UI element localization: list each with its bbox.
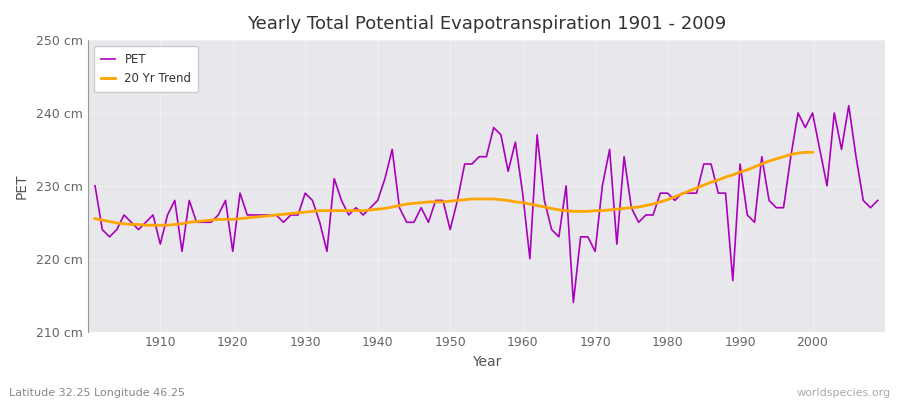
Title: Yearly Total Potential Evapotranspiration 1901 - 2009: Yearly Total Potential Evapotranspiratio…	[247, 15, 726, 33]
PET	[611, 242, 622, 246]
PET	[90, 184, 101, 188]
PET	[351, 205, 362, 210]
20 Yr Trend	[756, 162, 767, 166]
20 Yr Trend	[235, 216, 246, 221]
PET	[510, 140, 521, 144]
PET	[307, 198, 318, 203]
20 Yr Trend	[525, 202, 535, 206]
PET	[872, 198, 883, 203]
X-axis label: Year: Year	[472, 355, 501, 369]
Text: worldspecies.org: worldspecies.org	[796, 388, 891, 398]
20 Yr Trend	[466, 196, 477, 201]
PET	[148, 212, 158, 217]
Line: PET: PET	[95, 106, 878, 302]
PET	[843, 103, 854, 108]
PET	[518, 191, 528, 196]
Legend: PET, 20 Yr Trend: PET, 20 Yr Trend	[94, 46, 199, 92]
20 Yr Trend	[778, 154, 789, 159]
Text: Latitude 32.25 Longitude 46.25: Latitude 32.25 Longitude 46.25	[9, 388, 185, 398]
20 Yr Trend	[807, 150, 818, 155]
Y-axis label: PET: PET	[15, 173, 29, 199]
20 Yr Trend	[800, 150, 811, 155]
20 Yr Trend	[90, 216, 101, 221]
20 Yr Trend	[264, 213, 274, 218]
20 Yr Trend	[140, 223, 151, 228]
Line: 20 Yr Trend: 20 Yr Trend	[95, 152, 813, 225]
PET	[568, 300, 579, 305]
